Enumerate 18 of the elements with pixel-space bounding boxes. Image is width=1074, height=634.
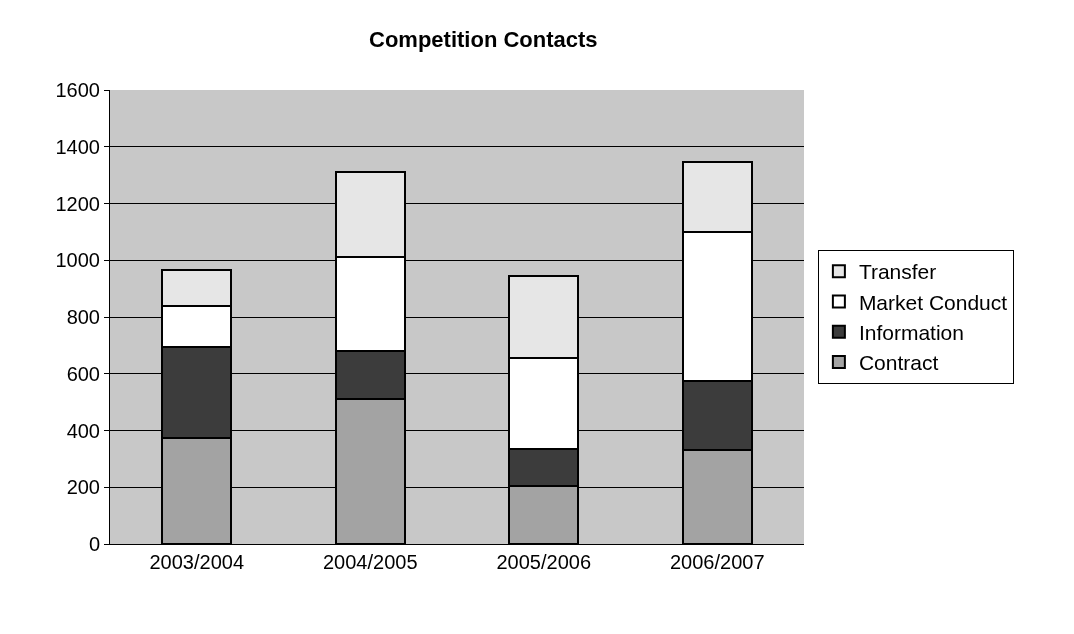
y-tick-label: 1200: [55, 192, 100, 215]
y-tick-label: 800: [66, 306, 100, 328]
chart-title: Competition Contacts: [369, 27, 598, 53]
x-tick-label: 2004/2005: [322, 551, 418, 573]
y-tick-label: 400: [66, 419, 100, 442]
y-tick-label: 1000: [55, 249, 100, 272]
legend-label: Information: [858, 320, 964, 344]
x-tick-label: 2003/2004: [149, 551, 245, 573]
y-tick-label: 0: [88, 533, 100, 555]
y-tick-label: 600: [66, 362, 100, 385]
legend-label: Market Conduct: [858, 290, 1008, 314]
y-tick-label: 200: [66, 476, 100, 499]
y-tick-label: 1600: [55, 79, 100, 101]
x-tick-label: 2005/2006: [496, 551, 592, 573]
x-tick-label: 2006/2007: [669, 551, 765, 573]
legend-label: Transfer: [858, 260, 937, 284]
y-tick-label: 1400: [55, 135, 100, 158]
legend-label: Contract: [858, 351, 939, 375]
